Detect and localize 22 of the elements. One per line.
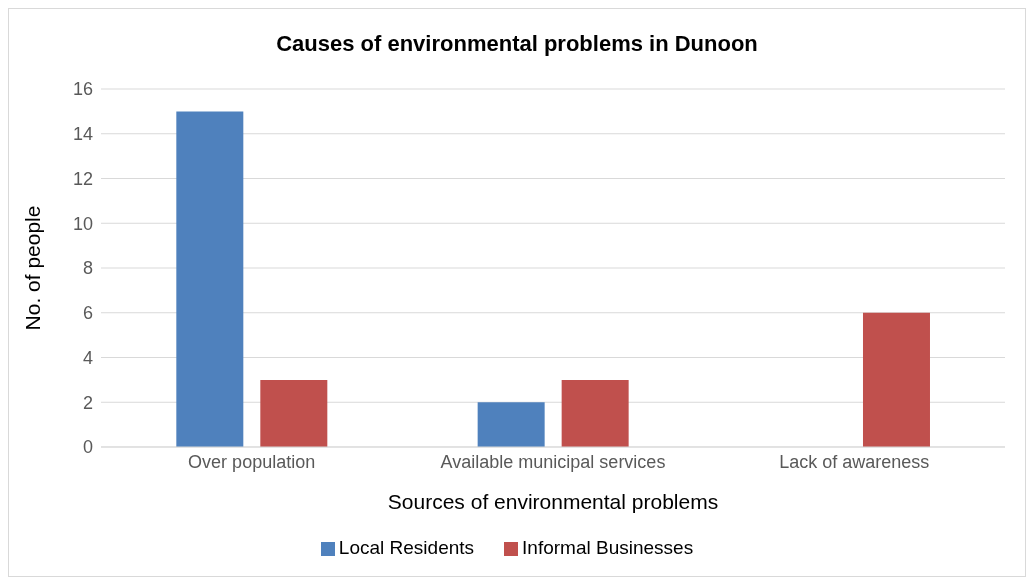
x-axis-title: Sources of environmental problems bbox=[387, 490, 719, 513]
y-tick-label: 14 bbox=[72, 124, 93, 145]
legend-label: Informal Businesses bbox=[522, 537, 694, 558]
y-tick-label: 10 bbox=[72, 213, 93, 234]
y-tick-label: 6 bbox=[82, 303, 93, 324]
legend-label: Local Residents bbox=[338, 537, 475, 558]
x-tick-label: Available municipal services bbox=[440, 451, 666, 472]
y-tick-label: 0 bbox=[82, 437, 93, 458]
bar bbox=[176, 111, 244, 447]
y-tick-label: 16 bbox=[72, 79, 93, 100]
y-tick-label: 4 bbox=[82, 347, 93, 368]
bar bbox=[477, 402, 545, 447]
chart-title: Causes of environmental problems in Dunoon bbox=[275, 31, 759, 57]
x-tick-label: Lack of awareness bbox=[779, 451, 930, 472]
y-axis-title: No. of people bbox=[21, 205, 45, 331]
bar bbox=[260, 379, 328, 447]
x-tick-label: Over population bbox=[188, 451, 316, 472]
bar bbox=[561, 379, 629, 447]
y-tick-label: 12 bbox=[72, 168, 93, 189]
y-tick-label: 8 bbox=[82, 258, 93, 279]
bar bbox=[862, 312, 930, 447]
y-tick-label: 2 bbox=[82, 392, 93, 413]
